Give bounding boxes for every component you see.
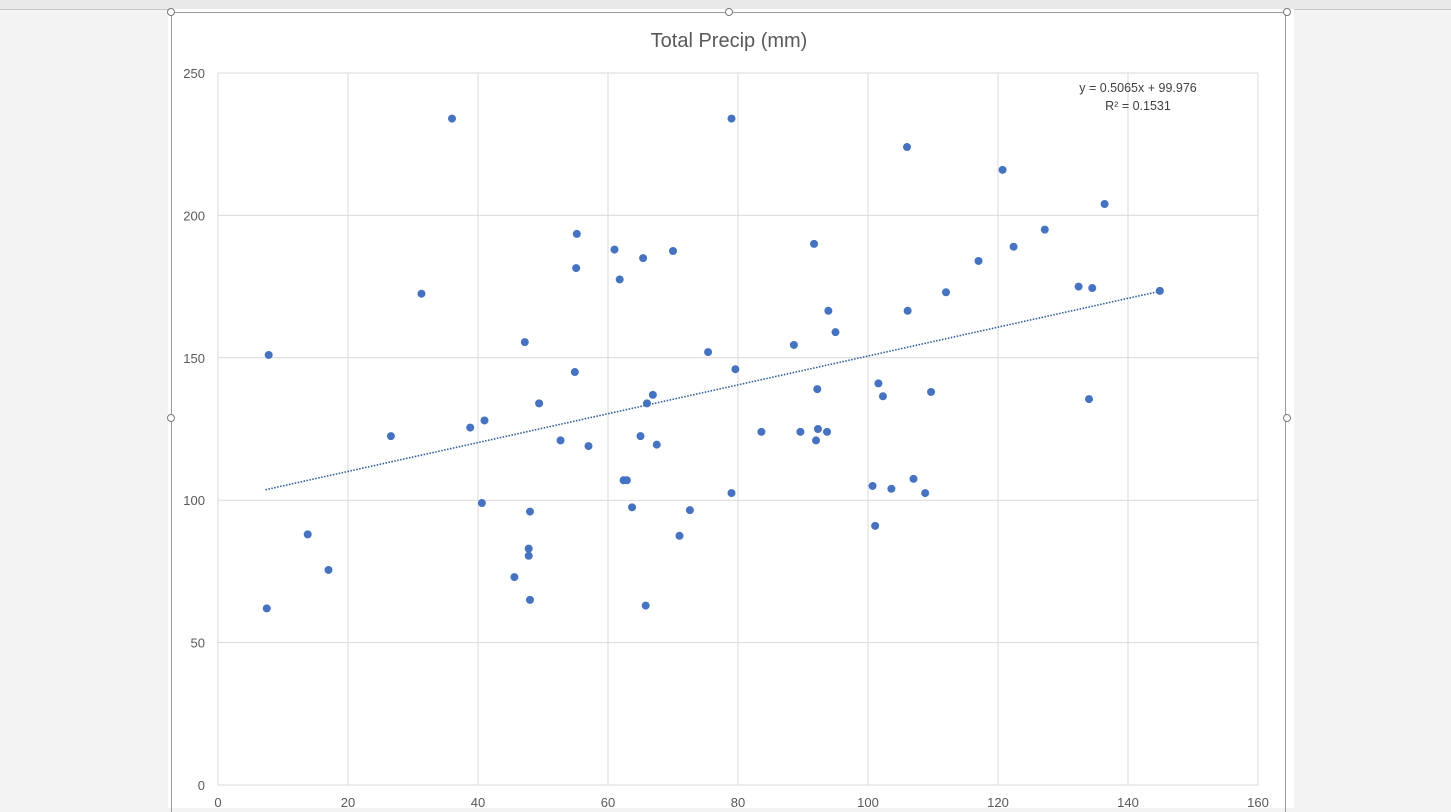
resize-handle-top-right[interactable] <box>1283 8 1291 16</box>
data-point[interactable] <box>641 601 650 610</box>
data-point[interactable] <box>1088 284 1097 293</box>
data-point[interactable] <box>448 114 456 123</box>
data-point[interactable] <box>524 544 533 553</box>
data-point[interactable] <box>669 247 677 255</box>
data-point[interactable] <box>648 390 657 399</box>
axis-tick-labels: 0 20 40 60 80 100 120 140 160 0 50 100 150 200 250 <box>183 66 1269 808</box>
data-point[interactable] <box>812 436 820 445</box>
y-tick-label: 150 <box>183 351 205 366</box>
data-point[interactable] <box>675 531 684 540</box>
data-point[interactable] <box>1155 286 1164 295</box>
x-tick-label: 0 <box>214 795 221 808</box>
resize-handle-top-left[interactable] <box>167 8 175 16</box>
data-point[interactable] <box>813 425 822 433</box>
data-point[interactable] <box>510 573 519 582</box>
data-point[interactable] <box>871 521 880 530</box>
data-point[interactable] <box>262 604 271 613</box>
y-tick-label: 100 <box>183 493 205 508</box>
data-point[interactable] <box>417 289 426 298</box>
data-point[interactable] <box>584 442 593 451</box>
data-point[interactable] <box>1085 395 1093 404</box>
data-point[interactable] <box>466 423 475 432</box>
data-point[interactable] <box>535 399 544 408</box>
data-point[interactable] <box>921 489 930 498</box>
x-tick-label: 100 <box>857 795 879 808</box>
data-point[interactable] <box>942 288 950 297</box>
data-point[interactable] <box>480 416 489 425</box>
trendline-group <box>265 290 1161 491</box>
x-tick-label: 60 <box>601 795 615 808</box>
y-tick-label: 250 <box>183 66 205 81</box>
chart-title[interactable]: Total Precip (mm) <box>651 30 808 52</box>
data-point[interactable] <box>903 143 911 152</box>
data-point[interactable] <box>887 484 896 493</box>
data-point[interactable] <box>757 427 766 436</box>
data-point[interactable] <box>526 595 534 604</box>
data-point[interactable] <box>652 440 661 449</box>
data-point[interactable] <box>526 507 534 516</box>
data-point[interactable] <box>639 254 648 263</box>
data-point[interactable] <box>477 499 486 508</box>
data-points <box>262 114 1164 613</box>
data-point[interactable] <box>572 229 581 238</box>
data-point[interactable] <box>615 275 624 284</box>
data-point[interactable] <box>685 506 694 515</box>
data-point[interactable] <box>810 239 819 248</box>
data-point[interactable] <box>570 368 579 377</box>
resize-handle-top-center[interactable] <box>725 8 733 16</box>
x-tick-label: 160 <box>1247 795 1269 808</box>
data-point[interactable] <box>909 474 918 483</box>
data-point[interactable] <box>303 530 312 539</box>
trendline[interactable] <box>265 290 1161 491</box>
data-point[interactable] <box>622 476 631 485</box>
data-point[interactable] <box>998 165 1007 174</box>
data-point[interactable] <box>520 338 529 347</box>
data-point[interactable] <box>572 264 581 273</box>
trendline-r-squared[interactable]: R² = 0.1531 <box>1105 99 1171 113</box>
data-point[interactable] <box>524 551 533 560</box>
data-point[interactable] <box>823 427 832 436</box>
data-point[interactable] <box>610 245 619 254</box>
y-tick-label: 50 <box>191 636 205 651</box>
trendline-equation[interactable]: y = 0.5065x + 99.976 <box>1079 81 1197 95</box>
data-point[interactable] <box>927 387 936 396</box>
x-tick-label: 20 <box>341 795 355 808</box>
data-point[interactable] <box>831 328 840 337</box>
gridlines <box>217 72 1259 786</box>
data-point[interactable] <box>796 427 805 436</box>
x-tick-label: 140 <box>1117 795 1139 808</box>
data-point[interactable] <box>868 481 877 490</box>
data-point[interactable] <box>1100 200 1109 209</box>
worksheet-area <box>168 9 1294 808</box>
data-point[interactable] <box>731 365 740 374</box>
data-point[interactable] <box>813 385 822 394</box>
x-tick-label: 80 <box>731 795 745 808</box>
resize-handle-middle-right[interactable] <box>1283 414 1291 422</box>
y-tick-label: 200 <box>183 208 205 223</box>
data-point[interactable] <box>974 256 983 265</box>
data-point[interactable] <box>727 114 736 123</box>
resize-handle-middle-left[interactable] <box>167 414 175 422</box>
data-point[interactable] <box>643 399 651 408</box>
data-point[interactable] <box>324 565 333 574</box>
data-point[interactable] <box>386 432 395 441</box>
data-point[interactable] <box>636 432 645 441</box>
x-tick-label: 40 <box>471 795 485 808</box>
data-point[interactable] <box>874 379 883 388</box>
data-point[interactable] <box>556 436 565 445</box>
data-point[interactable] <box>704 348 713 357</box>
x-tick-label: 120 <box>987 795 1009 808</box>
data-point[interactable] <box>1074 282 1083 291</box>
data-point[interactable] <box>727 489 736 498</box>
data-point[interactable] <box>789 340 798 349</box>
data-point[interactable] <box>264 350 273 359</box>
data-point[interactable] <box>1040 225 1049 234</box>
data-point[interactable] <box>878 392 887 401</box>
data-point[interactable] <box>903 306 912 315</box>
y-tick-label: 0 <box>198 778 205 793</box>
data-point[interactable] <box>824 306 833 315</box>
data-point[interactable] <box>1009 242 1018 251</box>
data-point[interactable] <box>628 503 637 512</box>
